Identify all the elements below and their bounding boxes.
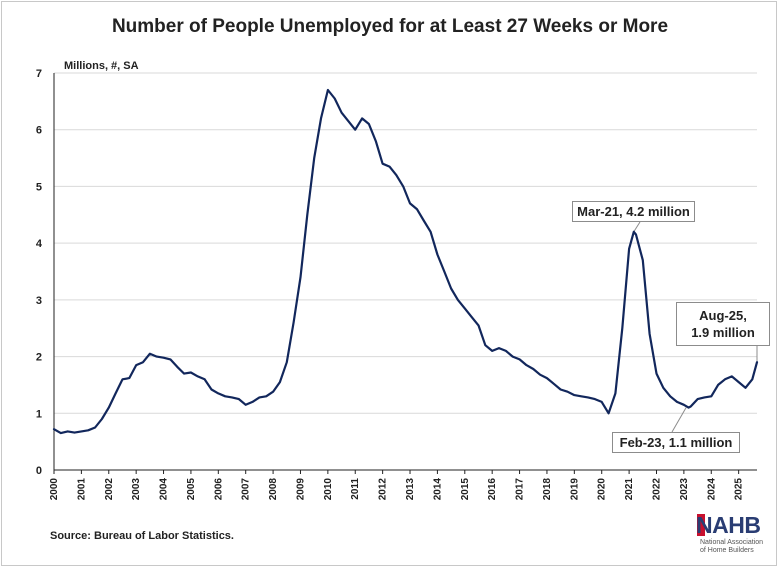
y-tick-label: 4	[36, 238, 43, 250]
y-tick-label: 5	[36, 181, 42, 193]
x-tick-label: 2015	[460, 478, 471, 501]
x-tick-label: 2003	[131, 478, 142, 501]
logo-text: NAHB	[696, 512, 761, 538]
x-tick-label: 2023	[679, 478, 690, 501]
y-axis-ticks: 0 1 2 3 4 5 6 7	[36, 68, 43, 477]
x-tick-label: 2022	[651, 478, 662, 501]
annotation-leader-line	[633, 221, 641, 233]
logo-subtitle-line1: National Association	[700, 539, 764, 546]
nahb-logo: NAHB National Association of Home Builde…	[696, 512, 768, 558]
x-tick-label: 2002	[104, 478, 115, 501]
x-tick-label: 2009	[295, 478, 306, 501]
x-tick-label: 2005	[186, 478, 197, 501]
x-tick-label: 2004	[159, 478, 170, 501]
y-tick-label: 2	[36, 352, 42, 364]
y-tick-label: 6	[36, 125, 42, 137]
y-tick-label: 3	[36, 295, 42, 307]
x-tick-label: 2010	[323, 478, 334, 501]
x-tick-label: 2024	[706, 478, 717, 501]
x-tick-label: 2017	[515, 478, 526, 501]
annotation-feb23: Feb-23, 1.1 million	[612, 432, 740, 453]
x-tick-label: 2021	[624, 478, 635, 501]
x-tick-label: 2016	[487, 478, 498, 501]
x-tick-label: 2012	[378, 478, 389, 501]
annotation-aug25-line1: Aug-25,	[699, 308, 747, 323]
series-group	[52, 88, 759, 435]
x-tick-label: 2020	[597, 478, 608, 501]
x-tick-label: 2006	[213, 478, 224, 501]
annotation-aug25-line2: 1.9 million	[691, 325, 755, 340]
annotation-leaders	[633, 221, 758, 433]
x-tick-label: 2025	[734, 478, 745, 501]
x-tick-label: 2001	[76, 478, 87, 501]
gridlines	[54, 72, 757, 414]
y-axis-units-label: Millions, #, SA	[64, 60, 139, 72]
x-tick-label: 2019	[569, 478, 580, 501]
x-tick-label: 2000	[49, 478, 60, 501]
annotation-aug25: Aug-25, 1.9 million	[676, 302, 770, 346]
x-tick-label: 2018	[542, 478, 553, 501]
logo-accent-bar	[697, 514, 705, 536]
source-note: Source: Bureau of Labor Statistics.	[50, 530, 234, 542]
y-tick-label: 0	[36, 465, 42, 477]
logo-subtitle: National Association of Home Builders	[700, 539, 768, 555]
x-tick-label: 2007	[241, 478, 252, 501]
x-tick-label: 2008	[268, 478, 279, 501]
series-line-0	[52, 88, 759, 435]
chart-title: Number of People Unemployed for at Least…	[111, 16, 669, 37]
x-tick-label: 2014	[432, 478, 443, 501]
axes	[53, 73, 757, 471]
x-tick-label: 2011	[350, 478, 361, 500]
x-axis-ticks: 2000 2001 2002 2003 2004 2005 2006 2007 2008 2009…	[49, 470, 745, 500]
y-tick-label: 1	[36, 408, 42, 420]
annotation-mar21: Mar-21, 4.2 million	[572, 201, 695, 222]
logo-subtitle-line2: of Home Builders	[700, 547, 754, 554]
y-tick-label: 7	[36, 68, 42, 80]
annotation-leader-line	[671, 407, 687, 433]
x-tick-label: 2013	[405, 478, 416, 501]
